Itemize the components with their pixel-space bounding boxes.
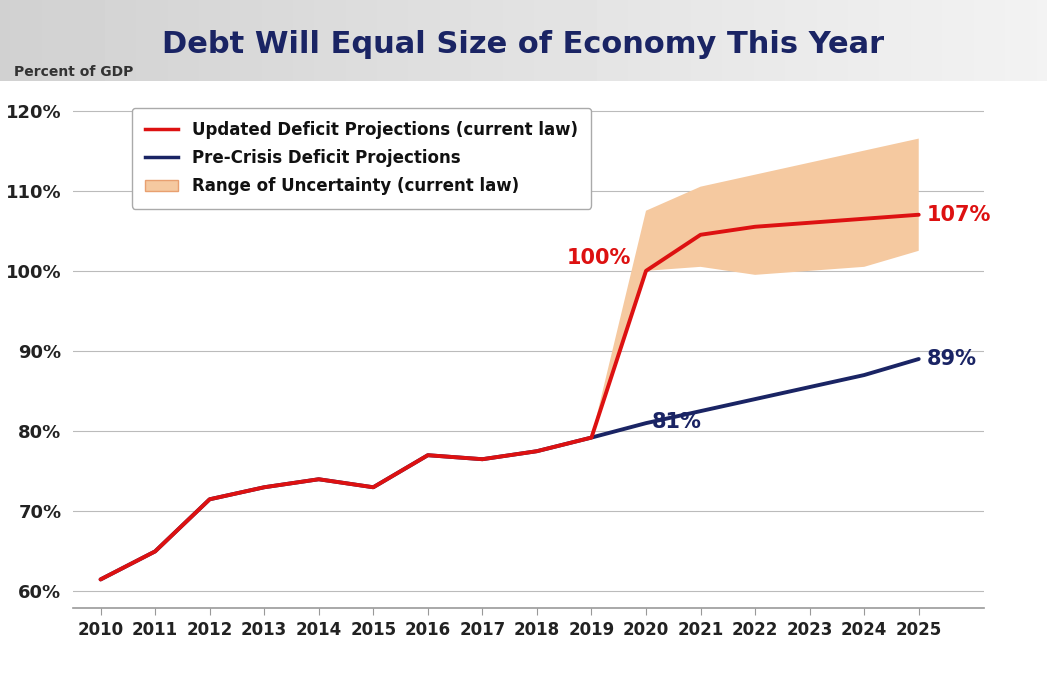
Text: Percent of GDP: Percent of GDP xyxy=(14,65,133,79)
Legend: Updated Deficit Projections (current law), Pre-Crisis Deficit Projections, Range: Updated Deficit Projections (current law… xyxy=(132,108,592,209)
Text: 107%: 107% xyxy=(927,205,992,225)
Text: Debt Will Equal Size of Economy This Year: Debt Will Equal Size of Economy This Yea… xyxy=(162,30,885,59)
Text: 100%: 100% xyxy=(566,248,631,269)
Text: 89%: 89% xyxy=(927,348,977,369)
Text: 81%: 81% xyxy=(651,412,701,432)
